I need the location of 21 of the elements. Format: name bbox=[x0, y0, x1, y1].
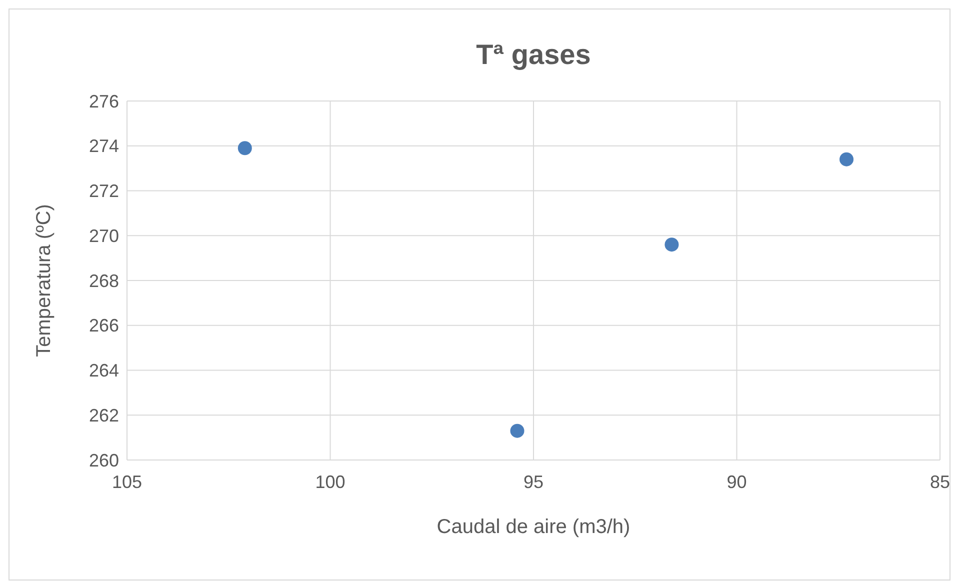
y-tick-label: 274 bbox=[88, 136, 119, 156]
y-tick-label: 266 bbox=[88, 316, 119, 336]
chart-title: Tª gases bbox=[476, 39, 591, 70]
y-tick-label: 260 bbox=[88, 450, 119, 470]
x-tick-label: 105 bbox=[112, 472, 142, 492]
x-tick-label: 90 bbox=[726, 472, 747, 492]
y-tick-label: 268 bbox=[88, 270, 119, 291]
y-tick-label: 264 bbox=[88, 360, 119, 381]
x-axis-title: Caudal de aire (m3/h) bbox=[436, 516, 630, 538]
x-tick-label: 100 bbox=[315, 472, 346, 492]
point bbox=[510, 424, 524, 438]
y-tick-label: 270 bbox=[88, 226, 119, 246]
point bbox=[840, 152, 854, 166]
y-axis-title: Temperatura (ºC) bbox=[33, 204, 55, 357]
y-tick-label: 276 bbox=[88, 91, 119, 112]
y-tick-label: 262 bbox=[88, 405, 119, 426]
x-tick-label: 95 bbox=[523, 472, 544, 492]
point bbox=[238, 141, 252, 156]
point bbox=[664, 238, 679, 252]
y-tick-label: 272 bbox=[88, 181, 119, 202]
x-tick-label: 85 bbox=[930, 472, 950, 492]
